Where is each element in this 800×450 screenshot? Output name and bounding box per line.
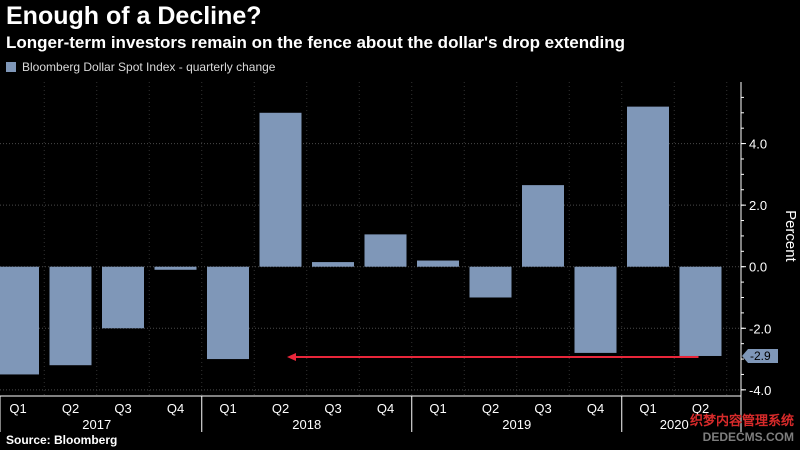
y-tick-label: -2.0 (749, 321, 771, 336)
y-tick-label: 0.0 (749, 260, 767, 275)
arrow-head (287, 352, 296, 361)
bar (102, 266, 144, 329)
bar (417, 260, 459, 267)
chart-title: Enough of a Decline? (6, 2, 262, 30)
x-tick-label: Q3 (114, 401, 131, 416)
y-tick-label: -4.0 (749, 383, 771, 398)
y-axis-title: Percent (782, 210, 799, 263)
y-axis: -4.0 -2.0 0.0 2.0 4.0 Percent -2.9 (740, 82, 799, 398)
y-tick-label: 2.0 (749, 198, 767, 213)
bar (259, 112, 302, 267)
bar (522, 185, 564, 267)
x-tick-label: Q2 (692, 401, 709, 416)
year-label: 2020 (660, 417, 689, 432)
y-tick-label: 4.0 (749, 137, 767, 152)
bar (312, 262, 354, 267)
value-callout-box (742, 348, 778, 363)
year-label: 2017 (82, 417, 111, 432)
legend: Bloomberg Dollar Spot Index - quarterly … (6, 60, 275, 74)
bar (207, 266, 249, 360)
x-tick-label: Q4 (377, 401, 394, 416)
x-tick-label: Q1 (429, 401, 446, 416)
bar (679, 266, 722, 356)
x-tick-label: Q4 (587, 401, 604, 416)
x-tick-label: Q2 (62, 401, 79, 416)
year-label: 2018 (292, 417, 321, 432)
watermark: 织梦内容管理系统 DEDECMS.COM (690, 413, 794, 445)
bar (0, 266, 39, 375)
x-tick-label: Q1 (639, 401, 656, 416)
x-tick-label: Q2 (482, 401, 499, 416)
bar (627, 106, 669, 267)
gridlines (0, 82, 740, 396)
legend-swatch (6, 62, 16, 72)
x-tick-label: Q3 (534, 401, 551, 416)
x-tick-label: Q4 (167, 401, 184, 416)
arrow-annotation (287, 352, 699, 361)
value-callout-label: -2.9 (750, 349, 771, 363)
bar (574, 266, 617, 353)
bar (154, 266, 197, 270)
x-tick-label: Q3 (324, 401, 341, 416)
x-tick-label: Q1 (9, 401, 26, 416)
bars (0, 106, 722, 375)
chart-subtitle: Longer-term investors remain on the fenc… (6, 33, 625, 52)
watermark-line-1: 织梦内容管理系统 (689, 413, 794, 428)
bar (49, 266, 92, 366)
legend-label: Bloomberg Dollar Spot Index - quarterly … (22, 60, 276, 74)
bar (364, 234, 407, 267)
year-label: 2019 (502, 417, 531, 432)
source-note: Source: Bloomberg (6, 433, 118, 447)
watermark-line-2: DEDECMS.COM (702, 430, 794, 444)
bar (469, 266, 512, 298)
x-tick-label: Q1 (219, 401, 236, 416)
x-tick-label: Q2 (272, 401, 289, 416)
